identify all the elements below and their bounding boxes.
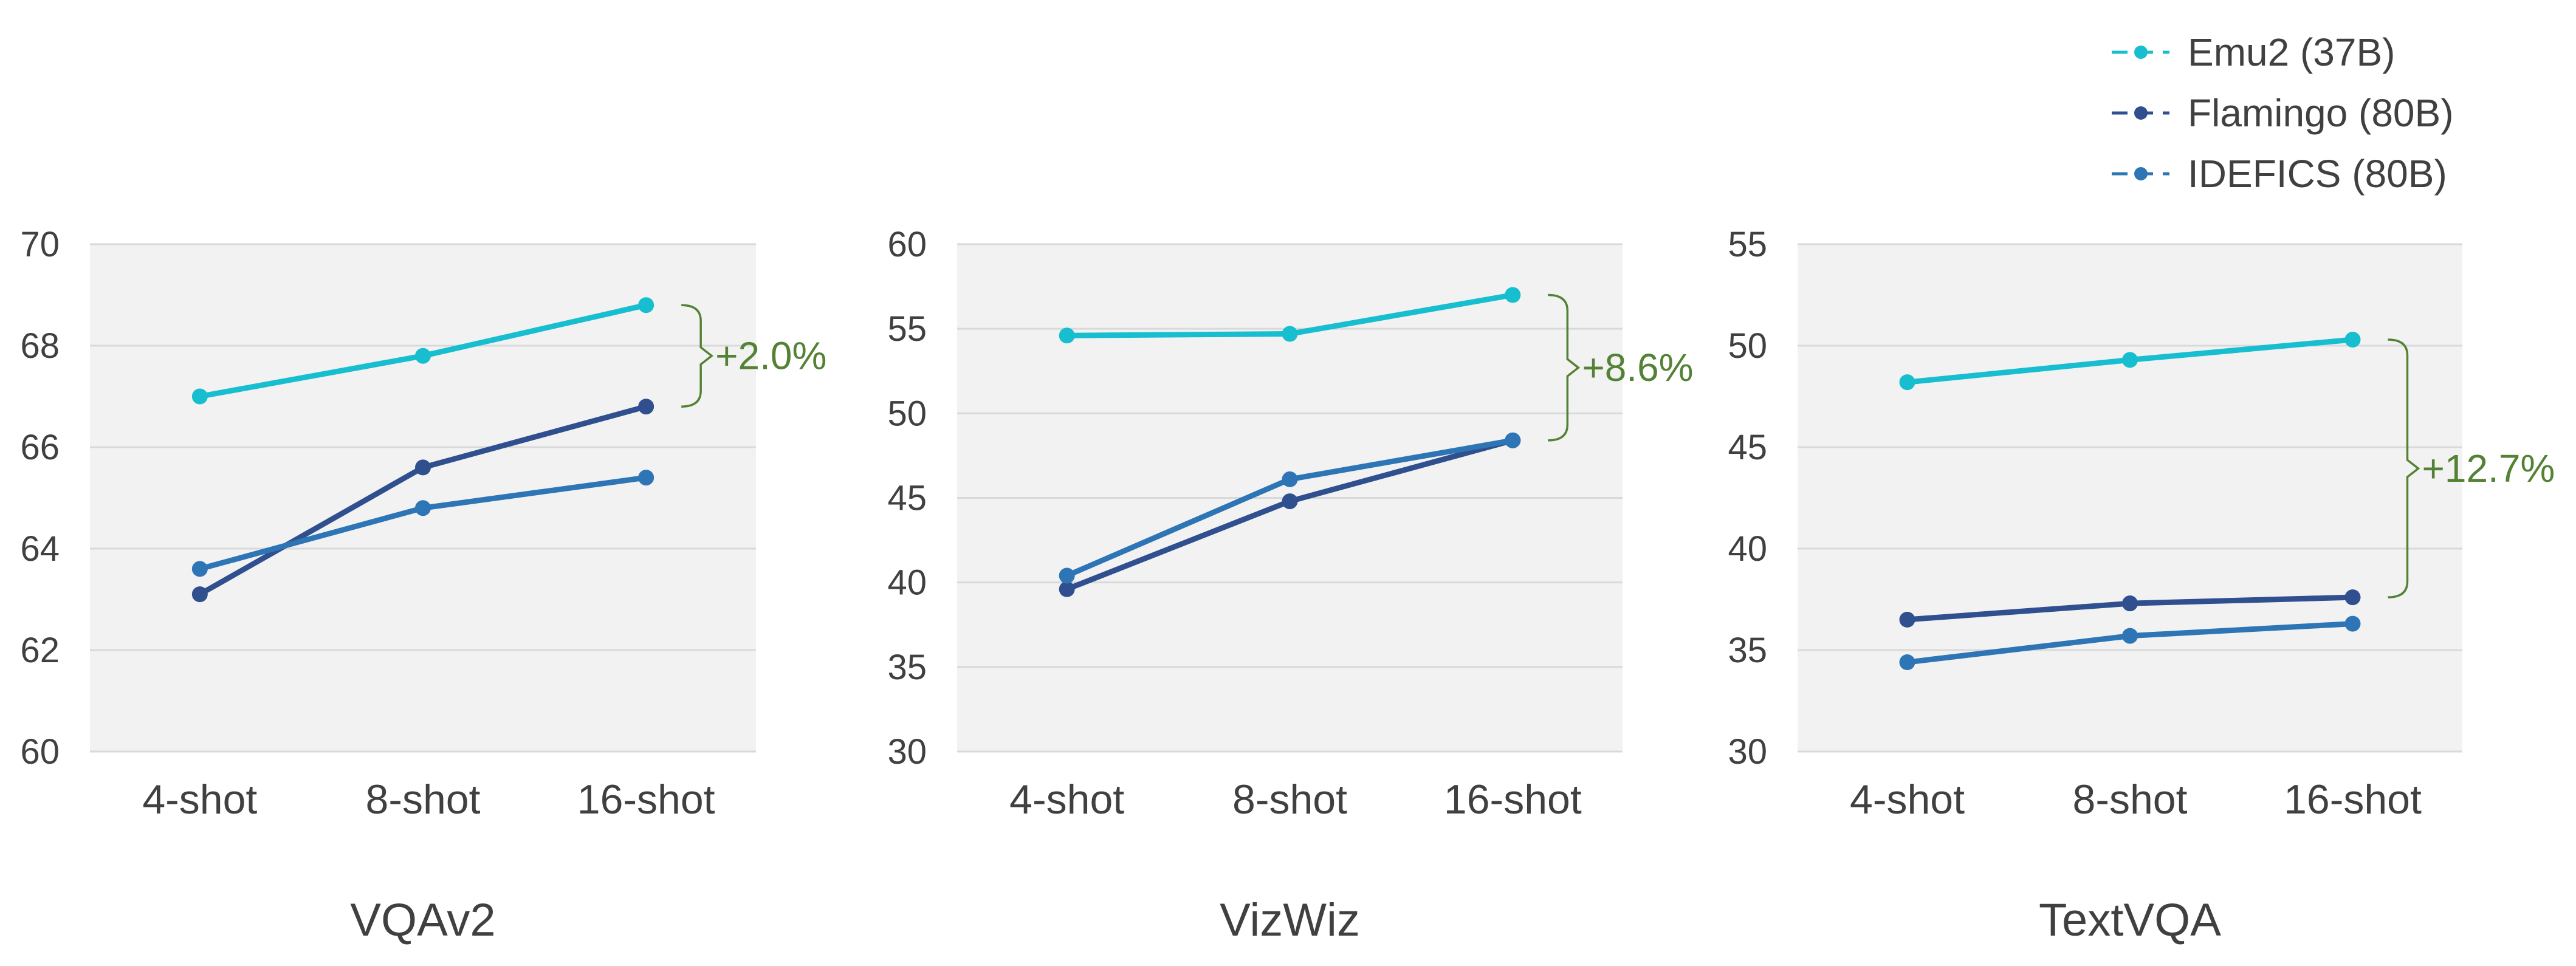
series-line [191, 297, 654, 405]
data-point [2344, 331, 2361, 348]
annotation-bracket [2388, 338, 2420, 598]
data-point [638, 399, 654, 415]
legend-label: IDEFICS (80B) [2188, 152, 2447, 196]
data-point [1899, 374, 1915, 391]
data-point [2122, 628, 2138, 644]
chart-textvqa: 30 35 40 45 50 55 4-shot 8-shot 16-shot TextVQA +1… [1728, 225, 2555, 946]
x-tick-label: 8-shot [366, 776, 481, 823]
y-tick-label: 50 [1728, 326, 1767, 366]
legend: Emu2 (37B) Flamingo (80B) IDEFICS (80B) [2112, 30, 2454, 196]
data-point [1282, 471, 1298, 487]
data-point [2344, 589, 2361, 606]
annotation-bracket [681, 304, 714, 408]
series-line [1059, 287, 1521, 344]
legend-marker [2134, 167, 2148, 180]
chart-title: TextVQA [2039, 894, 2221, 946]
y-tick-label: 60 [20, 732, 60, 772]
y-tick-label: 40 [1728, 529, 1767, 569]
annotation-label: +2.0% [715, 334, 826, 378]
x-tick-label: 16-shot [1444, 776, 1582, 823]
data-point [1059, 567, 1075, 584]
data-point [1282, 493, 1298, 510]
data-point [2122, 352, 2138, 368]
x-tick-label: 8-shot [1232, 776, 1347, 823]
data-point [638, 470, 654, 486]
y-tick-label: 70 [20, 225, 60, 264]
data-point [1505, 432, 1521, 448]
series-line [1899, 331, 2361, 391]
y-tick-label: 45 [887, 479, 927, 518]
legend-item: Flamingo (80B) [2112, 91, 2454, 135]
data-point [1059, 327, 1075, 344]
improvement-annotation: +2.0% [681, 304, 826, 408]
annotation-bracket [1548, 293, 1581, 442]
data-point [415, 348, 431, 364]
legend-label: Emu2 (37B) [2188, 30, 2395, 74]
y-tick-label: 62 [20, 631, 60, 670]
data-point [415, 459, 431, 476]
data-point [191, 561, 208, 577]
legend-label: Flamingo (80B) [2188, 91, 2454, 135]
series-line [1899, 615, 2361, 671]
y-tick-label: 55 [887, 309, 927, 349]
y-tick-label: 68 [20, 326, 60, 366]
improvement-annotation: +12.7% [2388, 338, 2555, 598]
series-line [1899, 589, 2361, 628]
y-tick-label: 66 [20, 428, 60, 467]
series-line [191, 399, 654, 603]
series-line [1059, 432, 1521, 584]
y-tick-label: 35 [887, 648, 927, 687]
series-line [191, 470, 654, 577]
x-tick-label: 4-shot [1009, 776, 1124, 823]
y-tick-label: 64 [20, 529, 60, 569]
y-tick-label: 30 [1728, 732, 1767, 772]
chart-title: VQAv2 [350, 894, 495, 946]
chart-title: VizWiz [1220, 894, 1360, 946]
y-tick-label: 60 [887, 225, 927, 264]
chart-vizwiz: 30 35 40 45 50 55 60 4-shot 8-shot 16-shot VizWiz +… [887, 225, 1693, 946]
annotation-label: +8.6% [1582, 346, 1693, 389]
x-tick-label: 16-shot [2284, 776, 2422, 823]
legend-item: IDEFICS (80B) [2112, 152, 2447, 196]
legend-marker [2134, 46, 2148, 59]
data-point [191, 586, 208, 603]
legend-item: Emu2 (37B) [2112, 30, 2395, 74]
x-tick-label: 16-shot [577, 776, 715, 823]
annotation-label: +12.7% [2422, 447, 2555, 490]
data-point [1059, 581, 1075, 597]
plot-area [90, 244, 756, 752]
data-point [1899, 611, 1915, 628]
data-point [1505, 287, 1521, 303]
y-tick-label: 45 [1728, 428, 1767, 467]
data-point [1282, 326, 1298, 342]
data-point [2344, 615, 2361, 632]
x-tick-label: 4-shot [1850, 776, 1965, 823]
chart-vqav2: 60 62 64 66 68 70 4-shot 8-shot 16-shot VQAv2 +2.0… [20, 225, 826, 946]
improvement-annotation: +8.6% [1548, 293, 1694, 442]
legend-marker [2134, 106, 2148, 120]
y-tick-label: 55 [1728, 225, 1767, 264]
y-tick-label: 35 [1728, 631, 1767, 670]
x-tick-label: 4-shot [142, 776, 257, 823]
charts: 60 62 64 66 68 70 4-shot 8-shot 16-shot VQAv2 +2.0… [20, 225, 2555, 946]
data-point [638, 297, 654, 313]
y-tick-label: 40 [887, 563, 927, 603]
data-point [1899, 654, 1915, 671]
y-tick-label: 50 [887, 394, 927, 433]
x-tick-label: 8-shot [2073, 776, 2188, 823]
data-point [191, 388, 208, 405]
plot-area [1798, 244, 2462, 752]
y-tick-label: 30 [887, 732, 927, 772]
data-point [415, 500, 431, 516]
data-point [2122, 595, 2138, 612]
